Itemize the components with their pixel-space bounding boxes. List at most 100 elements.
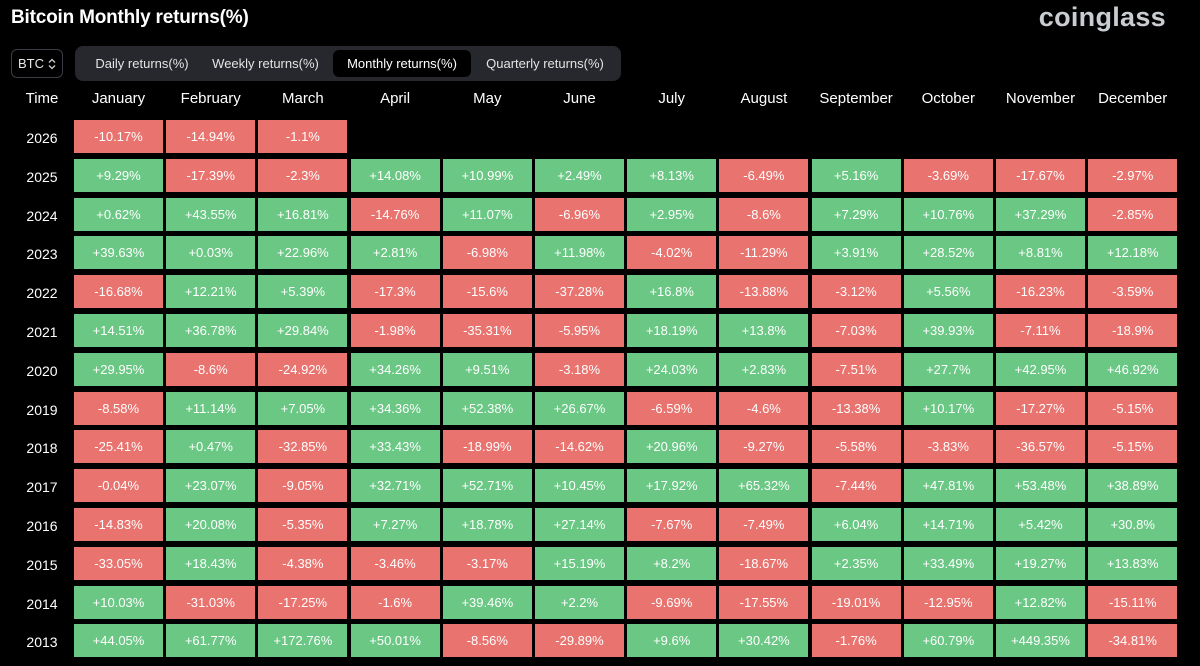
asset-selector-value: BTC <box>18 56 44 71</box>
return-cell: -2.85% <box>1088 197 1178 231</box>
return-cell: -18.9% <box>1088 314 1178 347</box>
page-title: Bitcoin Monthly returns(%) <box>11 7 249 28</box>
return-cell: -3.17% <box>442 546 532 580</box>
return-cell: +37.29% <box>996 197 1085 231</box>
column-header-march: March <box>282 90 324 107</box>
tab-monthly-returns[interactable]: Monthly returns(%) <box>333 50 471 77</box>
return-cell: -8.6% <box>719 197 809 231</box>
row-year-label: 2013 <box>26 634 58 651</box>
return-cell: +50.01% <box>350 624 440 658</box>
tab-weekly-returns[interactable]: Weekly returns(%) <box>212 56 319 71</box>
return-cell: +8.13% <box>627 158 717 192</box>
return-cell: +14.08% <box>350 158 440 192</box>
return-cell: -37.28% <box>535 275 624 309</box>
asset-selector[interactable]: BTC <box>11 49 63 78</box>
return-cell: +11.14% <box>166 391 256 425</box>
return-cell: -8.6% <box>166 352 256 386</box>
return-cell: +22.96% <box>258 236 348 270</box>
return-cell: +27.7% <box>903 352 993 386</box>
return-cell: -6.98% <box>442 236 532 270</box>
return-cell: -7.67% <box>627 508 717 541</box>
return-cell: +10.99% <box>442 158 532 192</box>
return-cell: +33.49% <box>903 546 993 580</box>
return-cell: +0.47% <box>166 430 256 464</box>
return-cell: +43.55% <box>166 197 256 231</box>
table-row: 2015 -33.05% +18.43% -4.38% -3.46% -3.17% +15.… <box>0 546 1200 584</box>
column-header-december: December <box>1098 90 1168 107</box>
return-cell: +7.05% <box>258 391 348 425</box>
column-header-april: April <box>380 90 411 107</box>
return-cell: +2.95% <box>627 197 717 231</box>
table-row: 2024 +0.62% +43.55% +16.81% -14.76% +11.07% -6… <box>0 197 1200 235</box>
return-cell: +34.26% <box>350 352 440 386</box>
return-cell: -7.03% <box>811 314 901 347</box>
return-cell: +12.82% <box>996 585 1085 619</box>
return-cell: +19.27% <box>996 546 1085 580</box>
return-cell: +38.89% <box>1088 469 1178 503</box>
tab-quarterly-returns[interactable]: Quarterly returns(%) <box>486 56 604 71</box>
return-cell: -13.88% <box>719 275 809 309</box>
return-cell: +36.78% <box>166 314 256 347</box>
column-header-october: October <box>921 90 975 107</box>
return-cell: -14.76% <box>350 197 440 231</box>
return-cell: -19.01% <box>811 585 901 619</box>
return-cell: +39.63% <box>74 236 163 270</box>
tab-daily-returns[interactable]: Daily returns(%) <box>95 56 189 71</box>
return-cell: -34.81% <box>1088 624 1178 658</box>
return-cell: -36.57% <box>996 430 1085 464</box>
return-cell: +13.8% <box>719 314 809 347</box>
return-cell: +29.84% <box>258 314 348 347</box>
return-cell: -6.49% <box>719 158 809 192</box>
return-cell: +8.81% <box>996 236 1085 270</box>
table-row: 2021 +14.51% +36.78% +29.84% -1.98% -35.31% -5… <box>0 314 1200 351</box>
return-cell: +7.29% <box>811 197 901 231</box>
return-cell: -31.03% <box>166 585 256 619</box>
return-cell: -8.56% <box>442 624 532 658</box>
row-year-label: 2026 <box>26 130 58 146</box>
return-cell: -7.44% <box>811 469 901 503</box>
return-cell: +2.35% <box>811 546 901 580</box>
return-cell: -7.49% <box>719 508 809 541</box>
return-cell: -4.02% <box>627 236 717 270</box>
table-row: 2026 -10.17% -14.94% -1.1% <box>0 120 1200 157</box>
return-cell: +5.42% <box>996 508 1085 541</box>
return-cell: -33.05% <box>74 546 163 580</box>
return-cell: -17.25% <box>258 585 348 619</box>
return-cell: -29.89% <box>535 624 624 658</box>
brand-logo: coinglass <box>1038 2 1166 32</box>
return-cell: -4.6% <box>719 391 809 425</box>
table-row: 2019 -8.58% +11.14% +7.05% +34.36% +52.38% +26… <box>0 391 1200 429</box>
return-cell: +44.05% <box>74 624 163 658</box>
return-cell: +30.42% <box>719 624 809 658</box>
return-cell: -9.05% <box>258 469 348 503</box>
return-cell: +39.93% <box>903 314 993 347</box>
column-header-time: Time <box>25 90 59 107</box>
return-cell: +0.62% <box>74 197 163 231</box>
column-header-august: August <box>740 90 788 107</box>
return-cell: +26.67% <box>535 391 624 425</box>
return-cell: -3.46% <box>350 546 440 580</box>
return-cell: -16.23% <box>996 275 1085 309</box>
return-cell: +9.6% <box>627 624 717 658</box>
column-header-february: February <box>180 90 241 107</box>
return-cell: +47.81% <box>903 469 993 503</box>
return-cell: +20.96% <box>627 430 717 464</box>
return-cell: +8.2% <box>627 546 717 580</box>
return-cell: -15.11% <box>1088 585 1178 619</box>
return-cell: +33.43% <box>350 430 440 464</box>
return-cell: +10.03% <box>74 585 163 619</box>
return-cell: -14.83% <box>74 508 163 541</box>
row-year-label: 2020 <box>26 362 58 379</box>
return-cell: -8.58% <box>74 391 163 425</box>
return-cell: -32.85% <box>258 430 348 464</box>
return-cell: +14.51% <box>74 314 163 347</box>
return-cell: -6.96% <box>535 197 624 231</box>
return-cell: -5.95% <box>535 314 624 347</box>
return-cell: +29.95% <box>74 352 163 386</box>
row-year-label: 2018 <box>26 440 58 457</box>
return-cell: -1.98% <box>350 314 440 347</box>
return-cell: +24.03% <box>627 352 717 386</box>
return-cell: +2.81% <box>350 236 440 270</box>
return-cell: -7.11% <box>996 314 1085 347</box>
table-row: 2014 +10.03% -31.03% -17.25% -1.6% +39.46% +2.… <box>0 585 1200 623</box>
